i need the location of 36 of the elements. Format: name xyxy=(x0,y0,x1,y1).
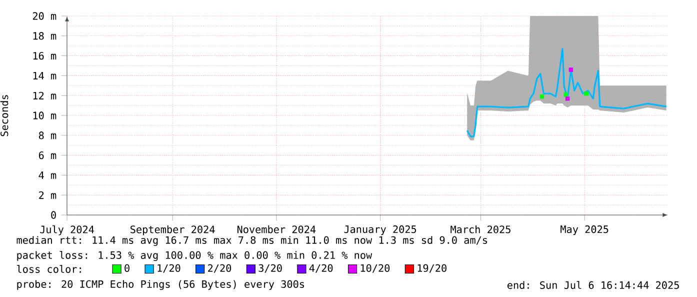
y-tick-label: 8 m xyxy=(38,132,56,140)
y-tick-label: 16 m xyxy=(33,52,56,60)
text: packet loss: 1.53 % avg 100.00 % max 0.00 % min 0.21 % now xyxy=(17,251,372,261)
legend-label: 19/20 xyxy=(418,264,446,273)
point xyxy=(568,68,574,72)
text: median rtt: 11.4 ms avg 16.7 ms max 7.8 ms min 11.0 ms now 1.3 ms sd 9.0 am/s xyxy=(16,236,488,246)
y-tick-label: 10 m xyxy=(33,112,56,120)
y-axis-title: Seconds xyxy=(0,95,8,136)
legend-label: 2/20 xyxy=(208,264,232,273)
y-tick-label: 14 m xyxy=(33,72,56,80)
line-series xyxy=(466,48,668,138)
legend-title: loss color: xyxy=(17,265,81,273)
legend-label: 0 xyxy=(124,264,130,272)
point xyxy=(564,92,568,97)
x-tick-label: September 2024 xyxy=(130,225,215,236)
x-tick-label: July 2024 xyxy=(40,225,94,236)
y-tick-label: 2 m xyxy=(39,191,56,199)
x-tick-label: November 2024 xyxy=(237,225,316,234)
point xyxy=(584,91,588,96)
y-tick-label: 18 m xyxy=(33,32,56,40)
legend-label: 1/20 xyxy=(158,264,180,273)
point xyxy=(565,96,570,101)
point xyxy=(540,94,544,99)
x-tick-label: January 2025 xyxy=(344,225,416,236)
text: probe: 20 ICMP Echo Pings (56 Bytes) every 300s xyxy=(17,280,304,290)
text: end: Sun Jul 6 16:14:44 2025 xyxy=(507,281,679,289)
x-tick-label: May 2025 xyxy=(560,225,608,236)
legend-label: 3/20 xyxy=(258,264,282,273)
y-tick-label: 4 m xyxy=(38,171,56,179)
legend-label: 4/20 xyxy=(309,264,333,273)
x-tick-label: March 2025 xyxy=(450,225,510,234)
y-tick-label: 6 m xyxy=(38,151,56,160)
y-tick-label: 12 m xyxy=(33,92,56,100)
legend-label: 10/20 xyxy=(360,264,390,273)
y-tick-label: 0 xyxy=(51,211,56,219)
y-tick-label: 20 m xyxy=(32,12,56,20)
